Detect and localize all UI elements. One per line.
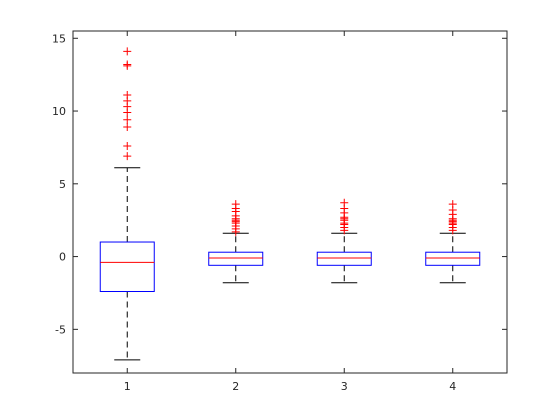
y-tick-label: 0 xyxy=(59,251,66,264)
outlier-marker xyxy=(123,123,132,132)
outlier-marker xyxy=(123,152,132,161)
x-tick-label: 1 xyxy=(124,380,131,393)
axes-frame xyxy=(72,30,508,374)
y-tick-label: -5 xyxy=(55,323,66,336)
y-tick-label: 10 xyxy=(52,105,66,118)
box-iqr xyxy=(425,251,481,266)
y-tick-label: 5 xyxy=(59,178,66,191)
x-tick-label: 4 xyxy=(449,380,456,393)
outlier-marker xyxy=(123,91,132,100)
outlier-marker xyxy=(340,198,349,207)
x-tick-label: 2 xyxy=(232,380,239,393)
box-iqr xyxy=(208,251,264,266)
box-iqr xyxy=(99,241,155,293)
box-iqr xyxy=(316,251,372,266)
outlier-marker xyxy=(123,47,132,56)
outlier-marker xyxy=(123,141,132,150)
outlier-marker xyxy=(123,60,132,69)
outlier-marker xyxy=(448,200,457,209)
y-tick-label: 15 xyxy=(52,32,66,45)
outlier-marker xyxy=(123,115,132,124)
x-tick-label: 3 xyxy=(341,380,348,393)
outlier-marker xyxy=(231,200,240,209)
